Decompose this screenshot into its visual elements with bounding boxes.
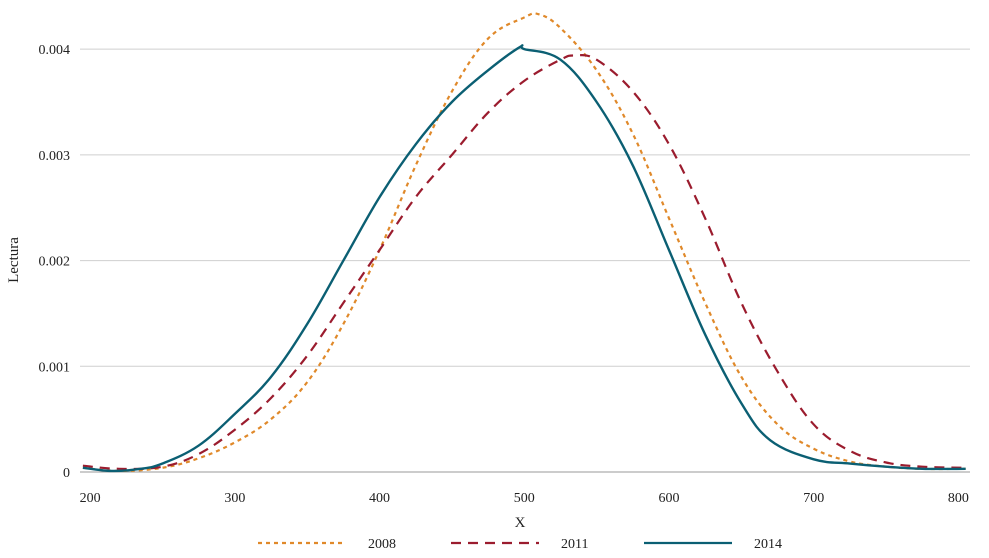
x-tick-label: 300 bbox=[224, 491, 245, 506]
gridlines bbox=[80, 48, 970, 367]
x-tick-label: 500 bbox=[514, 491, 535, 506]
series-lines bbox=[82, 12, 966, 473]
x-axis-ticks: 200 300 400 500 600 700 800 bbox=[80, 491, 969, 506]
y-tick-label: 0 bbox=[63, 466, 70, 481]
series-line-2011 bbox=[82, 54, 966, 471]
x-tick-label: 700 bbox=[803, 491, 824, 506]
y-axis-label: Lectura bbox=[6, 237, 22, 283]
x-tick-label: 600 bbox=[658, 491, 679, 506]
y-tick-label: 0.002 bbox=[39, 255, 71, 270]
legend: 2008 2011 2014 bbox=[258, 537, 782, 552]
legend-label-2014: 2014 bbox=[754, 537, 782, 552]
x-tick-label: 200 bbox=[80, 491, 101, 506]
legend-label-2008: 2008 bbox=[368, 537, 396, 552]
y-tick-label: 0.001 bbox=[39, 360, 71, 375]
y-tick-label: 0.004 bbox=[39, 43, 71, 58]
y-tick-label: 0.003 bbox=[39, 149, 71, 164]
series-line-2008 bbox=[82, 12, 966, 473]
legend-label-2011: 2011 bbox=[561, 537, 588, 552]
series-line-2014 bbox=[82, 44, 966, 473]
x-tick-label: 800 bbox=[948, 491, 969, 506]
x-axis-label: X bbox=[515, 515, 526, 531]
y-axis-ticks: 0 0.001 0.002 0.003 0.004 bbox=[39, 43, 71, 481]
x-tick-label: 400 bbox=[369, 491, 390, 506]
